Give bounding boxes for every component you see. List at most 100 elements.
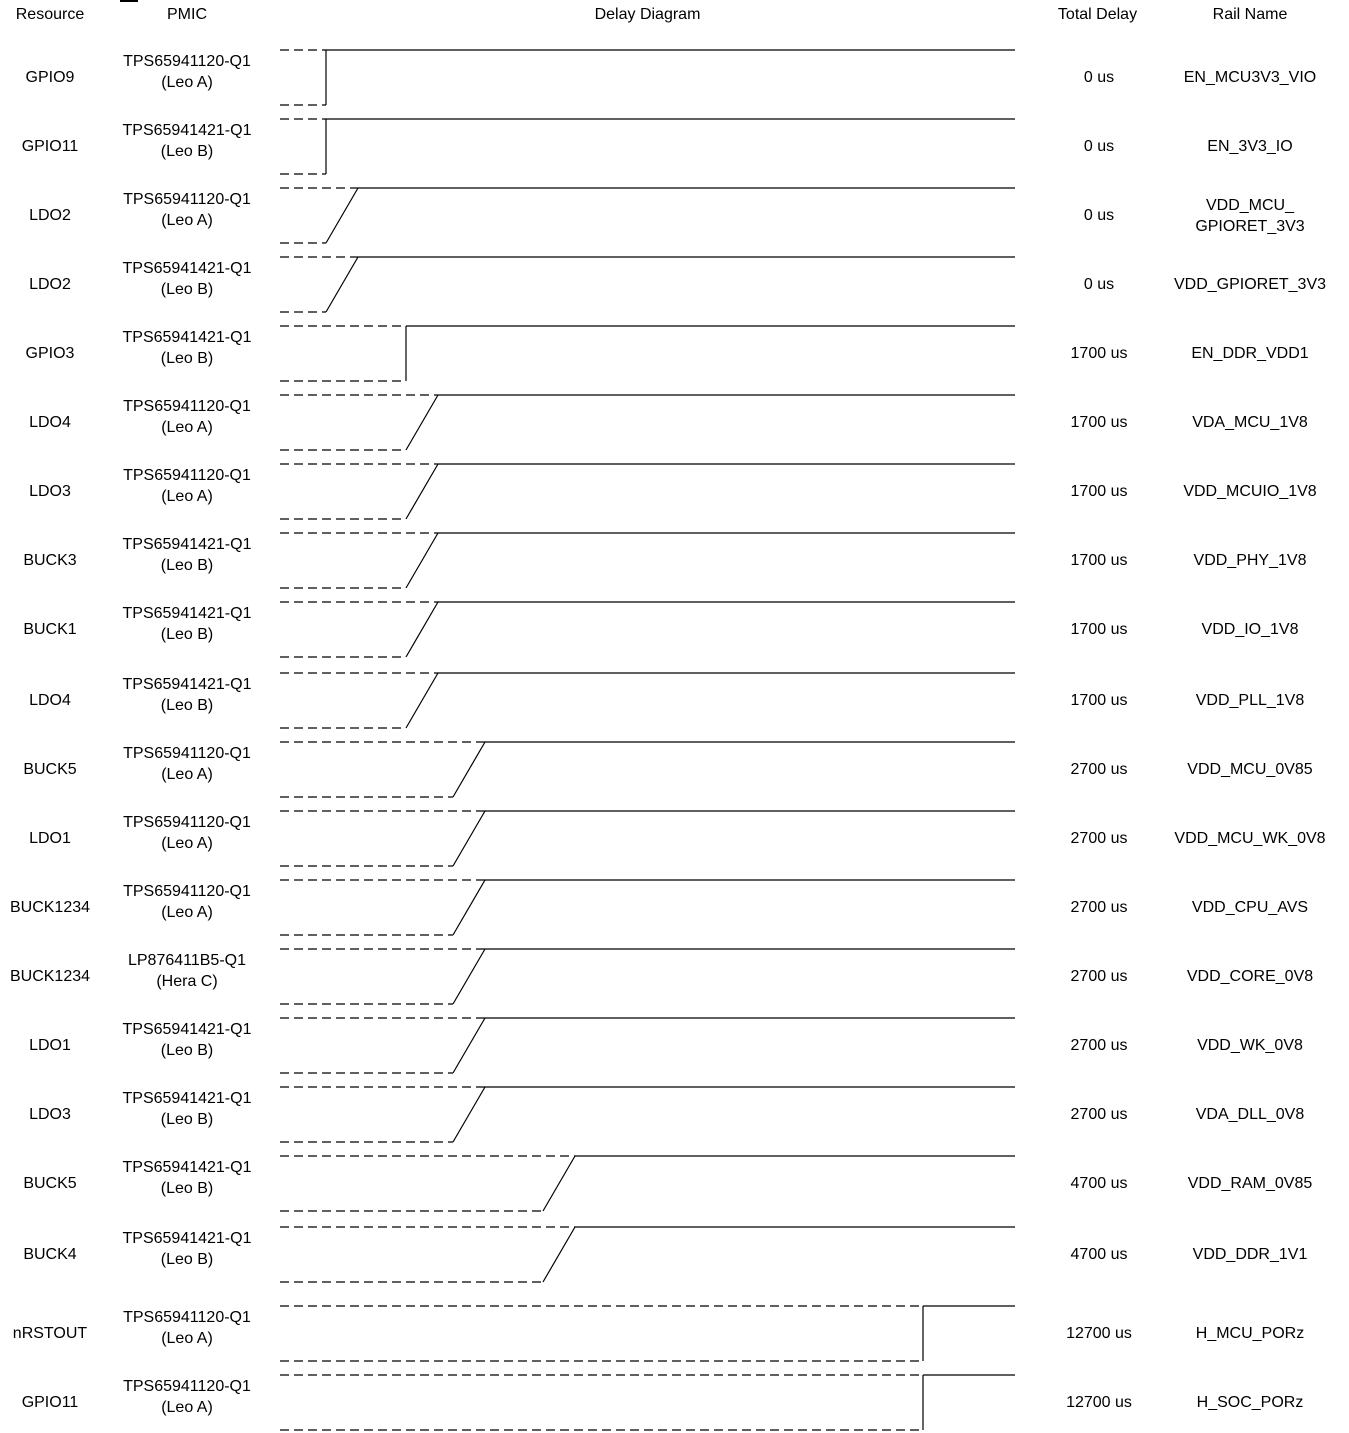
pmic-cell: TPS65941421-Q1 (Leo B) bbox=[112, 258, 262, 300]
waveform-edge-ramp bbox=[325, 256, 359, 313]
total-delay-cell: 0 us bbox=[1040, 67, 1158, 88]
rail-name-label: VDD_MCU_0V85 bbox=[1187, 761, 1313, 778]
total-delay-label: 2700 us bbox=[1070, 968, 1128, 985]
resource-cell: nRSTOUT bbox=[0, 1323, 100, 1344]
rail-name-cell: VDD_MCUIO_1V8 bbox=[1155, 481, 1345, 502]
rail-name-label: VDD_IO_1V8 bbox=[1201, 621, 1299, 638]
waveform-edge-ramp bbox=[325, 187, 359, 244]
total-delay-label: 1700 us bbox=[1070, 692, 1128, 709]
pmic-part-label: TPS65941421-Q1 bbox=[122, 675, 252, 693]
total-delay-cell: 1700 us bbox=[1040, 690, 1158, 711]
pmic-name-label: (Leo A) bbox=[161, 418, 213, 436]
pmic-part-label: TPS65941421-Q1 bbox=[122, 604, 252, 622]
pmic-name-label: (Leo B) bbox=[160, 349, 214, 367]
rail-name-cell: VDA_DLL_0V8 bbox=[1155, 1104, 1345, 1125]
rail-name-cell: H_MCU_PORz bbox=[1155, 1323, 1345, 1344]
total-delay-label: 2700 us bbox=[1070, 1106, 1128, 1123]
pmic-part-label: TPS65941421-Q1 bbox=[122, 259, 252, 277]
rail-name-label: VDD_CPU_AVS bbox=[1191, 899, 1309, 916]
pmic-name-label: (Leo B) bbox=[160, 1250, 214, 1268]
resource-cell: BUCK1234 bbox=[0, 966, 100, 987]
resource-cell: BUCK1234 bbox=[0, 897, 100, 918]
pmic-cell: TPS65941120-Q1 (Leo A) bbox=[112, 465, 262, 507]
pmic-name-label: (Leo B) bbox=[160, 1041, 214, 1059]
total-delay-cell: 1700 us bbox=[1040, 619, 1158, 640]
rail-name-cell: EN_3V3_IO bbox=[1155, 136, 1345, 157]
header-rail-name: Rail Name bbox=[1212, 6, 1288, 23]
waveform-edge-ramp bbox=[542, 1155, 576, 1212]
total-delay-label: 0 us bbox=[1083, 138, 1115, 155]
pmic-part-label: TPS65941421-Q1 bbox=[122, 328, 252, 346]
rail-name-label: H_MCU_PORz bbox=[1195, 1325, 1305, 1342]
pmic-part-label: TPS65941421-Q1 bbox=[122, 1229, 252, 1247]
pmic-cell: TPS65941120-Q1 (Leo A) bbox=[112, 189, 262, 231]
resource-cell: GPIO11 bbox=[0, 136, 100, 157]
pmic-part-label: TPS65941120-Q1 bbox=[123, 466, 251, 484]
pmic-cell: TPS65941120-Q1 (Leo A) bbox=[112, 1376, 262, 1418]
pmic-name-label: (Leo A) bbox=[161, 765, 213, 783]
rail-name-cell: VDA_MCU_1V8 bbox=[1155, 412, 1345, 433]
pmic-part-label: TPS65941120-Q1 bbox=[123, 882, 251, 900]
pmic-cell: TPS65941421-Q1 (Leo B) bbox=[112, 603, 262, 645]
resource-label: LDO4 bbox=[29, 692, 71, 709]
total-delay-label: 0 us bbox=[1083, 207, 1115, 224]
pmic-part-label: TPS65941120-Q1 bbox=[123, 813, 251, 831]
rail-name-cell: VDD_GPIORET_3V3 bbox=[1155, 274, 1345, 295]
pmic-cell: TPS65941421-Q1 (Leo B) bbox=[112, 1157, 262, 1199]
waveform-edge-ramp bbox=[405, 601, 439, 658]
waveform-edge-ramp bbox=[452, 948, 486, 1005]
resource-label: LDO2 bbox=[29, 276, 71, 293]
pmic-cell: TPS65941120-Q1 (Leo A) bbox=[112, 51, 262, 93]
pmic-part-label: TPS65941421-Q1 bbox=[122, 121, 252, 139]
resource-label: BUCK5 bbox=[23, 1175, 77, 1192]
pmic-cell: TPS65941120-Q1 (Leo A) bbox=[112, 812, 262, 854]
total-delay-label: 2700 us bbox=[1070, 1037, 1128, 1054]
pmic-cell: LP876411B5-Q1 (Hera C) bbox=[112, 950, 262, 992]
resource-cell: GPIO11 bbox=[0, 1392, 100, 1413]
pmic-cell: TPS65941421-Q1 (Leo B) bbox=[112, 1228, 262, 1270]
resource-cell: GPIO3 bbox=[0, 343, 100, 364]
rail-name-cell: VDD_CPU_AVS bbox=[1155, 897, 1345, 918]
pmic-name-label: (Leo A) bbox=[161, 903, 213, 921]
waveform-edge-ramp bbox=[405, 672, 439, 729]
resource-cell: BUCK5 bbox=[0, 1173, 100, 1194]
rail-name-cell: EN_MCU3V3_VIO bbox=[1155, 67, 1345, 88]
pmic-name-label: (Leo B) bbox=[160, 625, 214, 643]
resource-label: BUCK1 bbox=[23, 621, 77, 638]
resource-label: GPIO9 bbox=[25, 69, 75, 86]
rail-name-cell: VDD_PLL_1V8 bbox=[1155, 690, 1345, 711]
pmic-name-label: (Leo A) bbox=[161, 1398, 213, 1416]
total-delay-cell: 1700 us bbox=[1040, 550, 1158, 571]
rail-name-label: VDD_GPIORET_3V3 bbox=[1173, 276, 1327, 293]
total-delay-label: 0 us bbox=[1083, 69, 1115, 86]
rail-name-label: EN_MCU3V3_VIO bbox=[1183, 69, 1317, 86]
resource-label: LDO3 bbox=[29, 483, 71, 500]
pmic-cell: TPS65941421-Q1 (Leo B) bbox=[112, 1019, 262, 1061]
rail-name-label: VDD_RAM_0V85 bbox=[1187, 1175, 1313, 1192]
header-delay-diagram: Delay Diagram bbox=[594, 6, 701, 23]
rail-name-cell: VDD_MCU_WK_0V8 bbox=[1155, 828, 1345, 849]
pmic-cell: TPS65941421-Q1 (Leo B) bbox=[112, 674, 262, 716]
resource-cell: BUCK4 bbox=[0, 1244, 100, 1265]
total-delay-label: 1700 us bbox=[1070, 483, 1128, 500]
rail-name-label: VDD_MCUIO_1V8 bbox=[1183, 483, 1317, 500]
waveform-edge-ramp bbox=[405, 394, 439, 451]
resource-cell: GPIO9 bbox=[0, 67, 100, 88]
rail-name-label: EN_DDR_VDD1 bbox=[1191, 345, 1309, 362]
resource-cell: LDO1 bbox=[0, 828, 100, 849]
rail-name-label: VDD_MCU_ bbox=[1205, 196, 1294, 214]
pmic-part-label: TPS65941421-Q1 bbox=[122, 535, 252, 553]
waveform-edge-ramp bbox=[452, 1017, 486, 1074]
total-delay-cell: 1700 us bbox=[1040, 343, 1158, 364]
header-total-delay: Total Delay bbox=[1057, 6, 1138, 23]
resource-cell: LDO2 bbox=[0, 205, 100, 226]
total-delay-cell: 0 us bbox=[1040, 205, 1158, 226]
total-delay-cell: 2700 us bbox=[1040, 1104, 1158, 1125]
rail-name-cell: VDD_DDR_1V1 bbox=[1155, 1244, 1345, 1265]
header-marker bbox=[120, 0, 138, 2]
pmic-name-label: (Leo A) bbox=[161, 487, 213, 505]
pmic-cell: TPS65941421-Q1 (Leo B) bbox=[112, 1088, 262, 1130]
total-delay-label: 12700 us bbox=[1066, 1325, 1132, 1342]
pmic-name-label: (Leo B) bbox=[160, 280, 214, 298]
total-delay-cell: 2700 us bbox=[1040, 828, 1158, 849]
